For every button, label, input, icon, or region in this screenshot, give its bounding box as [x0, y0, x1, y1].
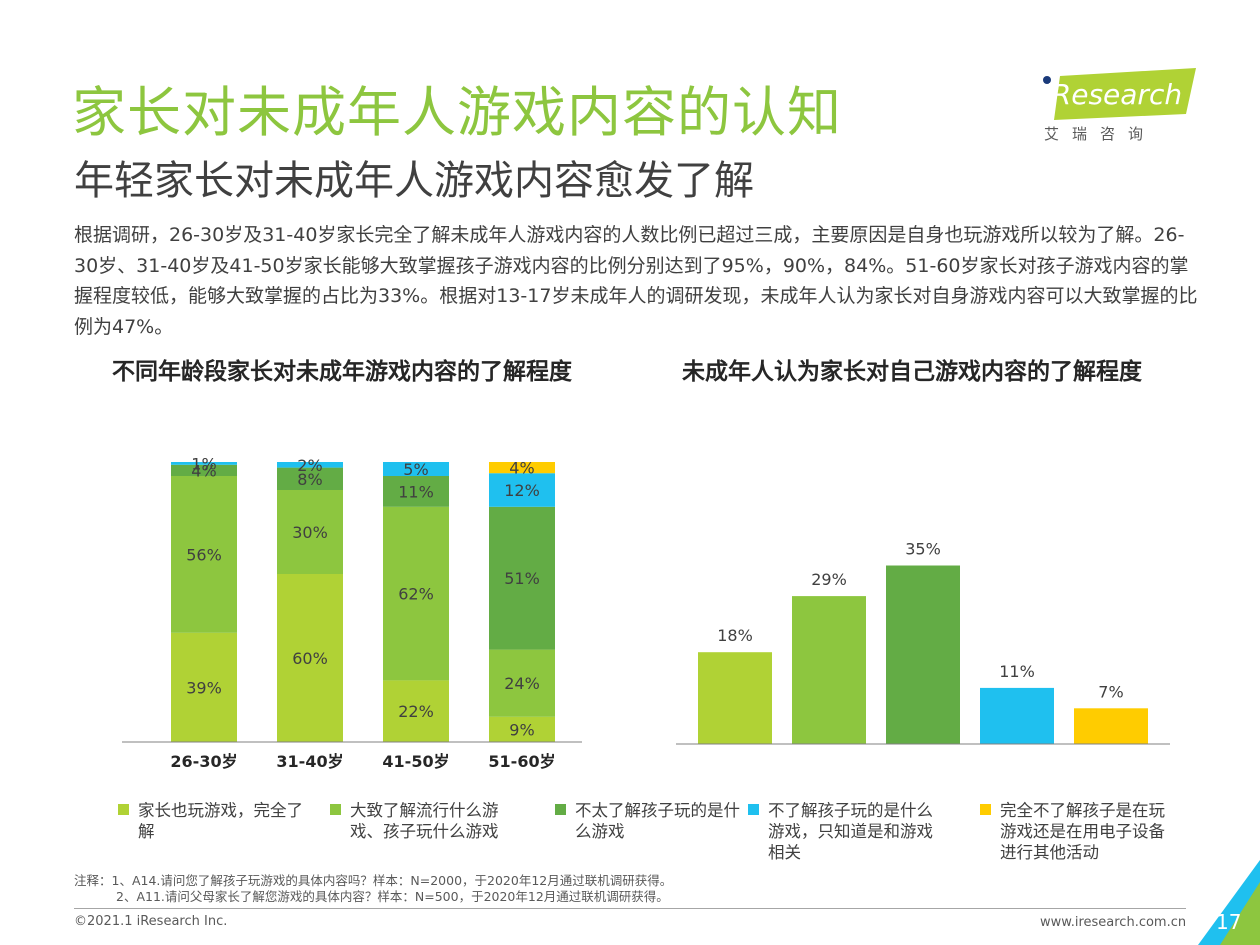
stacked-bar-segment — [383, 462, 449, 476]
stacked-data-label: 56% — [186, 545, 222, 564]
stacked-data-label: 30% — [292, 523, 328, 542]
simple-data-label: 18% — [717, 626, 753, 645]
stacked-data-label: 62% — [398, 585, 434, 604]
simple-data-label: 7% — [1098, 682, 1123, 701]
legend-item: 完全不了解孩子是在玩游戏还是在用电子设备进行其他活动 — [980, 800, 1180, 863]
page-subtitle: 年轻家长对未成年人游戏内容愈发了解 — [74, 158, 754, 204]
stacked-bar-segment — [277, 490, 343, 574]
stacked-bar-segment — [489, 462, 555, 474]
stacked-bar-segment — [277, 574, 343, 742]
stacked-bar-segment — [171, 464, 237, 476]
stacked-data-label: 12% — [504, 481, 540, 500]
logo-dot — [1043, 76, 1051, 84]
stacked-x-tick-label: 41-50岁 — [382, 752, 449, 771]
corner-green-shape — [1220, 882, 1260, 945]
page-number: 17 — [1216, 910, 1242, 934]
right-chart-title: 未成年人认为家长对自己游戏内容的了解程度 — [682, 359, 1142, 385]
stacked-data-label: 4% — [191, 461, 216, 480]
stacked-bar-segment — [489, 716, 555, 742]
page-title: 家长对未成年人游戏内容的认知 — [72, 81, 842, 144]
left-chart-title: 不同年龄段家长对未成年游戏内容的了解程度 — [112, 359, 572, 385]
note-line-2: 2、A11.请问父母家长了解您游戏的具体内容？样本：N=500，于2020年12… — [116, 889, 669, 904]
stacked-data-label: 51% — [504, 569, 540, 588]
legend-item: 大致了解流行什么游戏、孩子玩什么游戏 — [330, 800, 520, 842]
stacked-bar-segment — [171, 632, 237, 742]
stacked-bar-segment — [383, 476, 449, 507]
simple-bar — [980, 687, 1054, 744]
legend-item: 家长也玩游戏，完全了解 — [118, 800, 308, 842]
legend-swatch — [555, 804, 566, 815]
legend-label: 家长也玩游戏，完全了解 — [138, 801, 303, 841]
stacked-bar-segment — [383, 680, 449, 742]
legend-swatch — [748, 804, 759, 815]
legend-label: 不太了解孩子玩的是什么游戏 — [575, 801, 740, 841]
simple-bar — [1074, 708, 1148, 744]
body-paragraph: 根据调研，26-30岁及31-40岁家长完全了解未成年人游戏内容的人数比例已超过… — [74, 224, 1198, 338]
stacked-data-label: 22% — [398, 702, 434, 721]
simple-data-label: 29% — [811, 570, 847, 589]
simple-bar — [792, 596, 866, 744]
stacked-data-label: 1% — [191, 454, 216, 473]
simple-bar — [886, 565, 960, 744]
stacked-data-label: 11% — [398, 482, 434, 501]
stacked-bar-segment — [489, 473, 555, 507]
stacked-bar-segment — [277, 467, 343, 490]
stacked-x-tick-label: 26-30岁 — [170, 752, 237, 771]
stacked-bar-segment — [277, 462, 343, 468]
footer-divider — [74, 908, 1186, 909]
legend-swatch — [980, 804, 991, 815]
simple-bar — [698, 652, 772, 744]
copyright: ©2021.1 iResearch Inc. — [74, 914, 228, 929]
stacked-data-label: 2% — [297, 456, 322, 475]
stacked-bar-segment — [171, 476, 237, 633]
stacked-data-label: 9% — [509, 720, 534, 739]
stacked-x-tick-label: 51-60岁 — [488, 752, 555, 771]
stacked-bar-segment — [489, 649, 555, 717]
legend-item: 不太了解孩子玩的是什么游戏 — [555, 800, 745, 842]
stacked-bar-segment — [489, 506, 555, 650]
stacked-bar-segment — [171, 462, 237, 465]
legend-label: 不了解孩子玩的是什么游戏，只知道是和游戏相关 — [768, 801, 933, 862]
simple-data-label: 11% — [999, 662, 1035, 681]
legend-label: 大致了解流行什么游戏、孩子玩什么游戏 — [350, 801, 499, 841]
logo-word-text: iResearch — [1044, 78, 1182, 111]
corner-decoration — [1198, 860, 1260, 945]
notes: 注释：1、A14.请问您了解孩子玩游戏的具体内容吗？样本：N=2000，于202… — [74, 873, 672, 905]
stacked-data-label: 8% — [297, 470, 322, 489]
iresearch-logo: iResearch — [1043, 68, 1196, 120]
stacked-data-label: 5% — [403, 460, 428, 479]
stacked-data-label: 60% — [292, 649, 328, 668]
logo-subtitle: 艾瑞咨询 — [1044, 125, 1157, 143]
legend-swatch — [330, 804, 341, 815]
stacked-bar-segment — [383, 506, 449, 681]
stacked-data-label: 24% — [504, 674, 540, 693]
stacked-data-label: 39% — [186, 678, 222, 697]
legend-label: 完全不了解孩子是在玩游戏还是在用电子设备进行其他活动 — [1000, 801, 1165, 862]
stacked-data-label: 4% — [509, 459, 534, 478]
stacked-x-tick-label: 31-40岁 — [276, 752, 343, 771]
legend-item: 不了解孩子玩的是什么游戏，只知道是和游戏相关 — [748, 800, 938, 863]
legend-swatch — [118, 804, 129, 815]
website-link[interactable]: www.iresearch.com.cn — [1040, 915, 1187, 930]
logo-green-shape — [1054, 68, 1196, 120]
simple-data-label: 35% — [905, 540, 941, 559]
note-line-1: 注释：1、A14.请问您了解孩子玩游戏的具体内容吗？样本：N=2000，于202… — [74, 873, 673, 888]
